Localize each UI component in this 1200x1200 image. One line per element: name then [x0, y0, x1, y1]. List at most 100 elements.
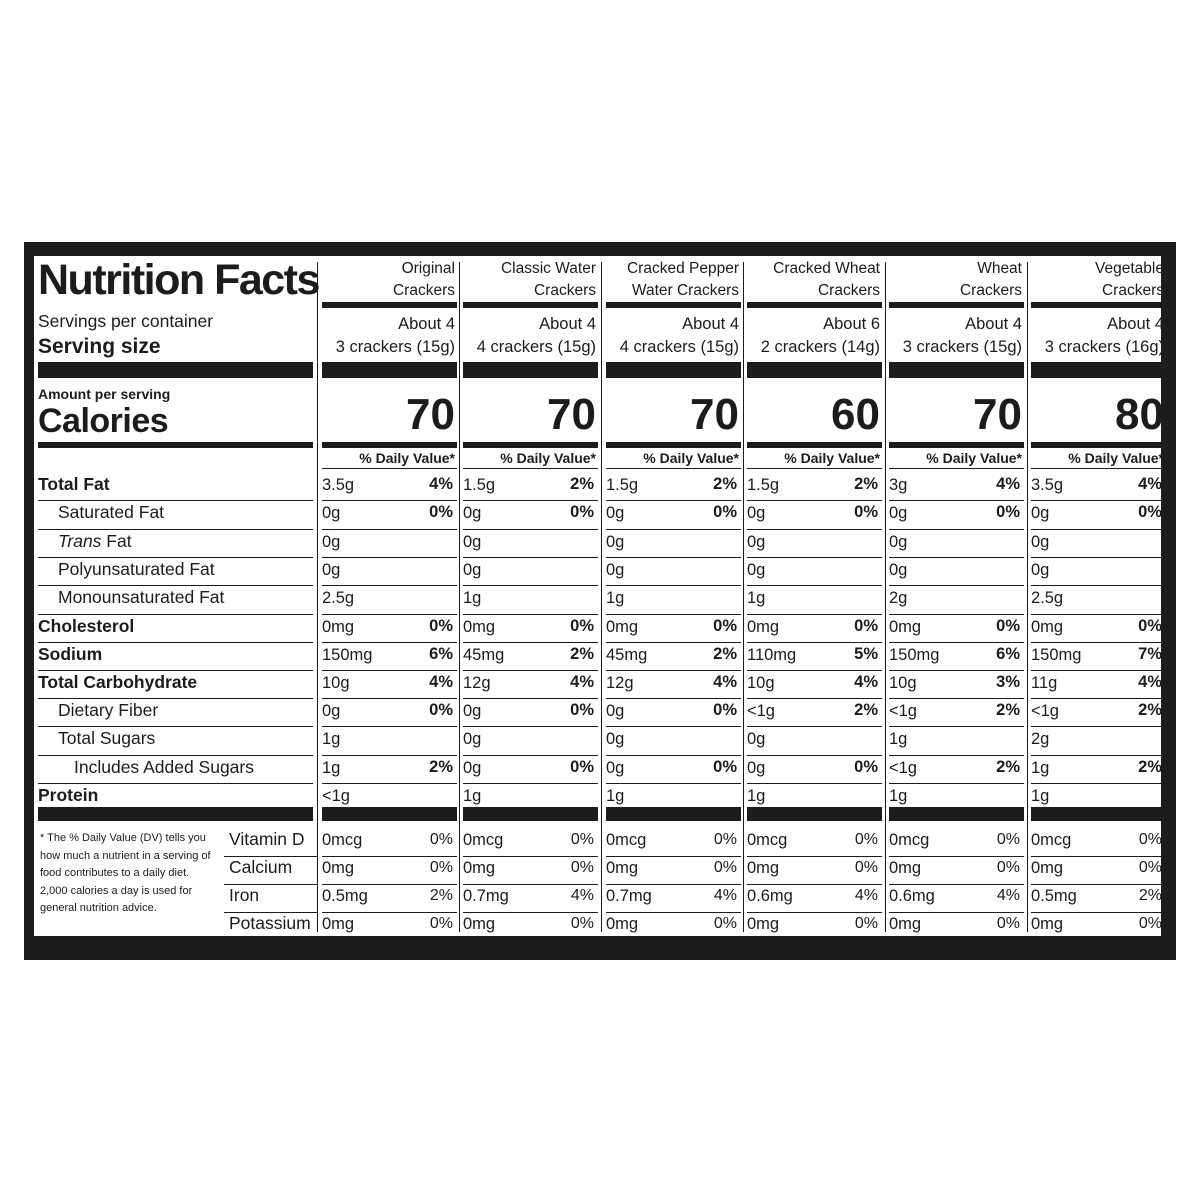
row-divider — [1031, 500, 1161, 501]
product-name-line: Crackers — [959, 282, 1022, 299]
nutrient-amount: 0g — [889, 533, 908, 551]
row-divider — [606, 755, 741, 756]
product-name-bar — [889, 302, 1024, 308]
nutrient-amount: 1g — [889, 787, 908, 805]
vitamin-label: Iron — [229, 885, 260, 905]
serving-size-value: 2 crackers (14g) — [760, 338, 880, 356]
vitamin-amount: 0mg — [747, 859, 780, 877]
nutrient-percent: 2% — [713, 645, 737, 663]
nutrient-percent: 4% — [429, 475, 453, 493]
row-divider — [38, 726, 313, 727]
row-divider — [747, 585, 882, 586]
product-name: Classic Water Crackers — [463, 258, 596, 302]
nutrient-amount: 0g — [463, 533, 482, 551]
nutrient-amount: 1g — [322, 759, 341, 777]
row-divider — [889, 698, 1024, 699]
row-divider — [38, 755, 313, 756]
row-divider — [463, 529, 598, 530]
nutrient-amount: <1g — [889, 759, 917, 777]
serving-size-value: 3 crackers (15g) — [335, 338, 455, 356]
vitamin-divider — [889, 856, 1024, 857]
nutrient-percent: 0% — [570, 758, 594, 776]
nutrient-percent: 2% — [996, 701, 1020, 719]
vitamin-divider — [606, 912, 741, 913]
nutrient-label: Monounsaturated Fat — [58, 587, 225, 607]
row-divider — [38, 783, 313, 784]
product-name-line: Crackers — [817, 282, 880, 299]
calories-bar — [322, 442, 457, 448]
calories-bar — [463, 442, 598, 448]
nutrient-label: Cholesterol — [38, 616, 135, 636]
row-divider — [38, 670, 313, 671]
nutrient-amount: 12g — [606, 674, 634, 692]
calories-label: Calories — [38, 402, 169, 440]
trans-fat-rest: Fat — [101, 531, 132, 551]
row-divider — [1031, 585, 1161, 586]
nutrient-amount: 150mg — [1031, 646, 1082, 664]
nutrient-amount: <1g — [889, 702, 917, 720]
vitamin-percent: 0% — [1138, 831, 1161, 848]
protein-bar — [747, 807, 882, 821]
vitamin-amount: 0mg — [1031, 859, 1064, 877]
nutrient-amount: 0g — [606, 504, 625, 522]
nutrient-amount: 3g — [889, 476, 908, 494]
row-divider — [889, 557, 1024, 558]
row-divider — [606, 726, 741, 727]
daily-value-header: % Daily Value* — [1068, 450, 1161, 466]
product-name-line: Crackers — [392, 282, 455, 299]
row-divider — [463, 783, 598, 784]
nutrient-amount: 2g — [889, 589, 908, 607]
row-divider — [747, 500, 882, 501]
protein-bar — [322, 807, 457, 821]
daily-value-rule — [463, 468, 598, 469]
product-name: Cracked Pepper Water Crackers — [606, 258, 739, 302]
vitamin-amount: 0mg — [463, 915, 496, 933]
product-name-line: Wheat — [977, 260, 1022, 277]
vitamin-percent: 0% — [570, 859, 594, 876]
calories-bar — [606, 442, 741, 448]
nutrient-amount: 0g — [322, 533, 341, 551]
nutrient-amount: 3.5g — [1031, 476, 1064, 494]
nutrient-amount: 0g — [606, 561, 625, 579]
protein-bar — [38, 807, 313, 821]
nutrient-percent: 2% — [854, 475, 878, 493]
nutrient-amount: 0mg — [606, 618, 639, 636]
row-divider — [463, 670, 598, 671]
nutrient-amount: 0mg — [747, 618, 780, 636]
servings-value: About 4 — [682, 315, 739, 333]
nutrient-amount: 0g — [1031, 533, 1050, 551]
daily-value-header: % Daily Value* — [784, 450, 880, 466]
nutrient-percent: 4% — [996, 475, 1020, 493]
daily-value-header: % Daily Value* — [926, 450, 1022, 466]
row-divider — [889, 670, 1024, 671]
nutrient-percent: 0% — [429, 503, 453, 521]
nutrient-amount: 2.5g — [322, 589, 355, 607]
vitamin-label: Vitamin D — [229, 829, 305, 849]
vitamin-percent: 0% — [713, 859, 737, 876]
serving-thick-bar — [1031, 362, 1161, 378]
servings-value: About 4 — [965, 315, 1022, 333]
row-divider — [463, 500, 598, 501]
row-divider — [322, 670, 457, 671]
nutrient-amount: 150mg — [889, 646, 940, 664]
nutrient-label: Sodium — [38, 644, 103, 664]
serving-thick-bar — [747, 362, 882, 378]
trans-fat-italic: Trans — [58, 531, 102, 551]
nutrient-amount: 0g — [1031, 504, 1050, 522]
nutrient-amount: 1g — [322, 730, 341, 748]
nutrient-percent: 4% — [570, 673, 594, 691]
daily-value-rule — [889, 468, 1024, 469]
row-divider — [1031, 755, 1161, 756]
product-name-bar — [747, 302, 882, 308]
vitamin-divider — [606, 856, 741, 857]
protein-bar — [606, 807, 741, 821]
vitamin-divider — [606, 884, 741, 885]
nutrient-percent: 0% — [570, 617, 594, 635]
row-divider — [606, 585, 741, 586]
nutrient-percent: 2% — [713, 475, 737, 493]
nutrient-percent: 2% — [570, 645, 594, 663]
row-divider — [889, 500, 1024, 501]
row-divider — [747, 670, 882, 671]
vitamin-divider — [747, 856, 882, 857]
nutrient-amount: 1g — [463, 787, 482, 805]
